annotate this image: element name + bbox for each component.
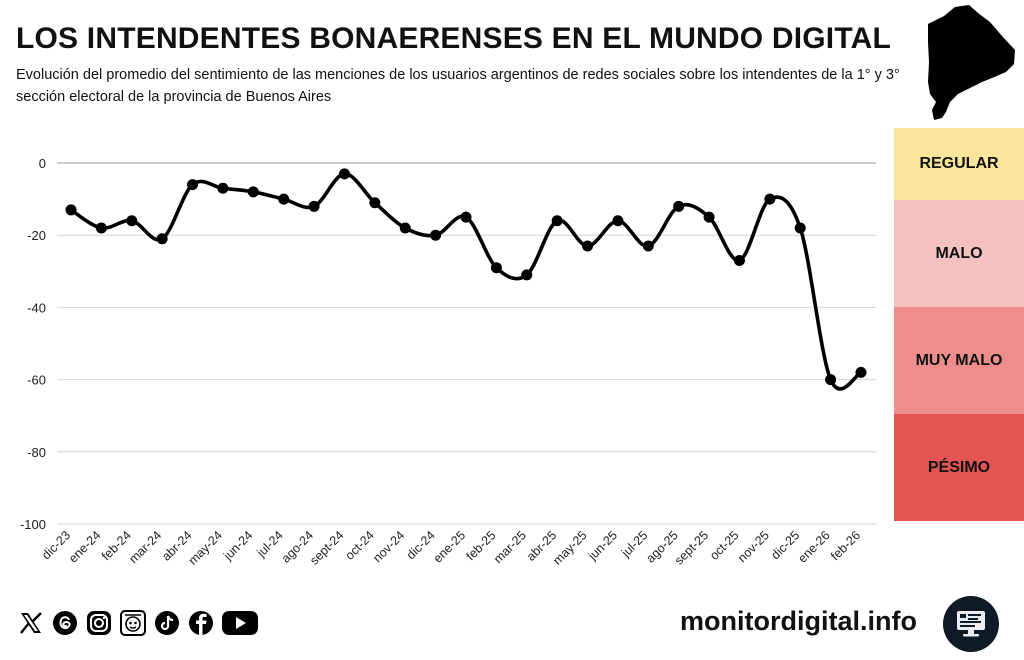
- data-point: [551, 215, 563, 227]
- data-point: [95, 222, 107, 234]
- data-point: [338, 168, 350, 180]
- scale-band-label: REGULAR: [919, 155, 999, 172]
- data-point: [673, 200, 685, 212]
- x-tick-label: may-25: [550, 528, 589, 567]
- bluesky-icon[interactable]: [118, 608, 147, 637]
- x-tick-label: may-24: [186, 528, 225, 567]
- data-point: [247, 186, 259, 198]
- y-tick-label: -20: [27, 228, 46, 243]
- data-point: [65, 204, 77, 216]
- social-icons: [16, 608, 260, 637]
- data-point: [612, 215, 624, 227]
- scale-band: PÉSIMO: [894, 414, 1024, 521]
- x-tick-label: feb-26: [828, 528, 863, 563]
- scale-band-label: MALO: [935, 244, 983, 262]
- x-tick-label: mar-24: [126, 528, 164, 566]
- x-tick-label: ene-25: [431, 528, 468, 565]
- y-tick-label: 0: [39, 156, 46, 171]
- threads-icon[interactable]: [50, 608, 79, 637]
- series-line: [70, 172, 862, 391]
- instagram-icon[interactable]: [84, 608, 113, 637]
- y-tick-label: -60: [27, 373, 46, 388]
- site-url[interactable]: monitordigital.info: [680, 606, 917, 636]
- x-tick-label: nov-25: [735, 528, 772, 565]
- data-point: [642, 240, 654, 252]
- y-tick-label: -100: [20, 517, 46, 532]
- scale-band: MALO: [894, 200, 1024, 307]
- x-tick-label: jun-24: [220, 528, 255, 563]
- scale-band-label: PÉSIMO: [927, 458, 991, 476]
- data-point: [490, 262, 502, 274]
- data-point: [369, 197, 381, 209]
- data-point: [308, 200, 320, 212]
- buenos-aires-map-icon: [928, 5, 1015, 120]
- data-point: [521, 269, 533, 281]
- scale-band: MUY MALO: [894, 307, 1024, 414]
- data-point: [187, 179, 199, 191]
- x-tick-label: nov-24: [370, 528, 407, 565]
- data-point: [126, 215, 138, 227]
- x-tick-label: sept-24: [307, 528, 346, 567]
- scale-band-label: MUY MALO: [915, 351, 1003, 369]
- x-tick-label: jun-25: [585, 528, 620, 563]
- scale-band: REGULAR: [894, 128, 1024, 200]
- monitor-digital-logo-icon: [943, 596, 999, 652]
- chart-title: LOS INTENDENTES BONAERENSES EN EL MUNDO …: [16, 22, 892, 55]
- x-tick-label: ene-26: [795, 528, 832, 565]
- tiktok-icon[interactable]: [152, 608, 181, 637]
- data-point: [399, 222, 411, 234]
- x-icon[interactable]: [16, 608, 45, 637]
- x-tick-label: ene-24: [66, 528, 103, 565]
- data-point: [825, 374, 837, 386]
- data-point: [794, 222, 806, 234]
- data-point: [733, 254, 745, 266]
- facebook-icon[interactable]: [186, 608, 215, 637]
- data-point: [156, 233, 168, 245]
- data-point: [217, 182, 229, 194]
- y-tick-label: -80: [27, 445, 46, 460]
- data-point: [430, 229, 442, 241]
- youtube-icon[interactable]: [220, 608, 260, 637]
- data-point: [460, 211, 472, 223]
- data-point: [855, 366, 867, 378]
- data-point: [582, 240, 594, 252]
- x-tick-label: sept-25: [672, 528, 711, 567]
- data-point: [764, 193, 776, 205]
- line-chart: 0-20-40-60-80-100dic-23ene-24feb-24mar-2…: [20, 156, 876, 568]
- y-tick-label: -40: [27, 300, 46, 315]
- x-tick-label: mar-25: [491, 528, 529, 566]
- data-point: [703, 211, 715, 223]
- data-point: [278, 193, 290, 205]
- chart-subtitle: Evolución del promedio del sentimiento d…: [16, 67, 900, 105]
